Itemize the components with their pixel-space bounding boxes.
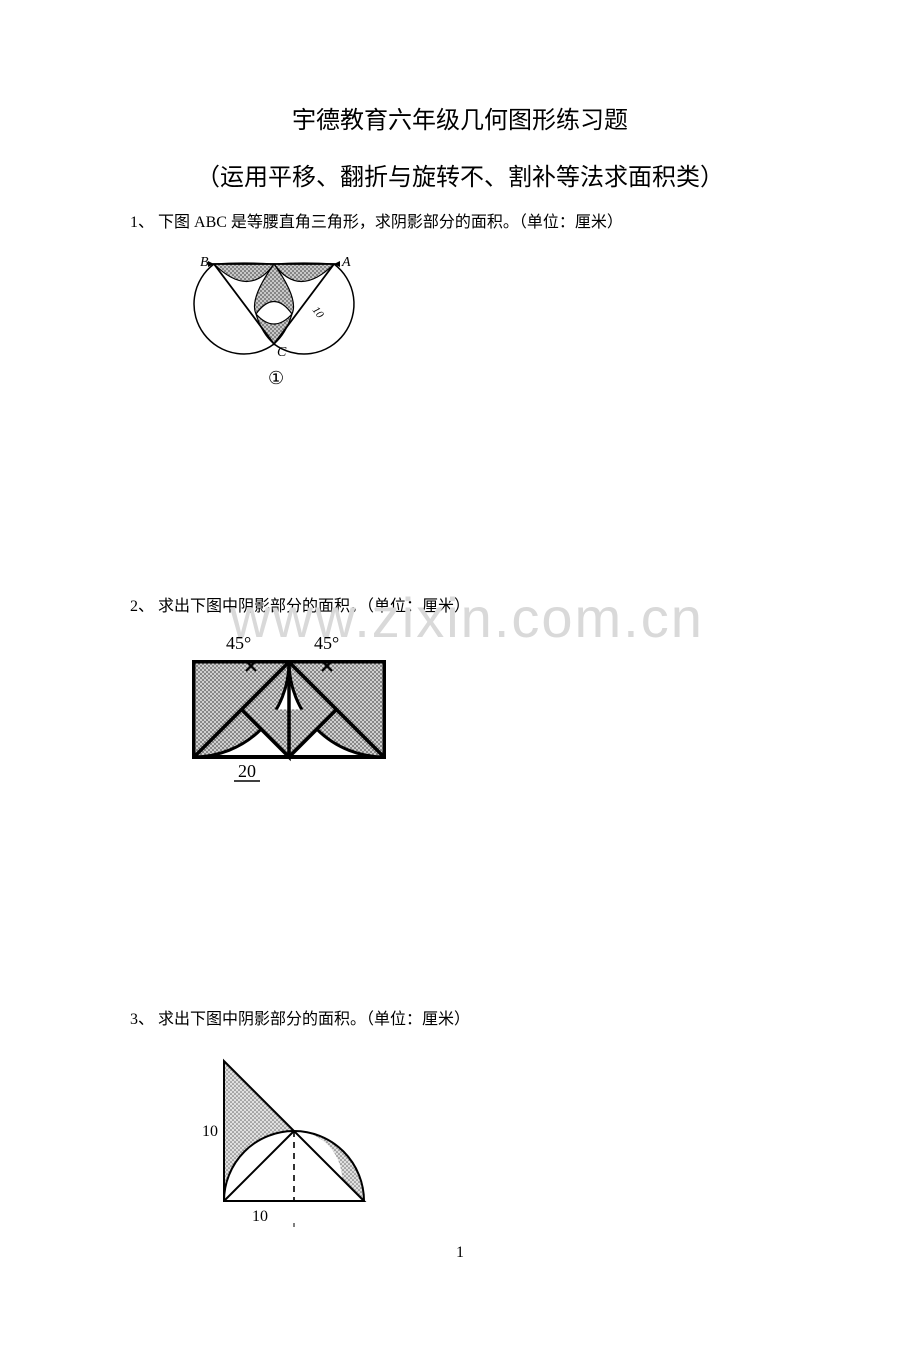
problem-2-num: 2、: [130, 598, 154, 615]
fig2-angle-right: 45°: [314, 633, 339, 653]
fig1-label-B: B: [200, 255, 209, 270]
figure-2: 45° 45° 20: [174, 627, 790, 807]
problem-3-num: 3、: [130, 1011, 154, 1028]
fig2-angle-left: 45°: [226, 633, 251, 653]
page-number: 1: [0, 1244, 920, 1262]
problem-1-text: 1、 下图 ABC 是等腰直角三角形，求阴影部分的面积。（单位：厘米）: [130, 210, 790, 236]
problem-1-num: 1、: [130, 214, 154, 231]
problem-3-body: 求出下图中阴影部分的面积。（单位：厘米）: [158, 1011, 470, 1028]
problem-1-body: 下图 ABC 是等腰直角三角形，求阴影部分的面积。（单位：厘米）: [158, 214, 623, 231]
problem-1: 1、 下图 ABC 是等腰直角三角形，求阴影部分的面积。（单位：厘米）: [130, 210, 790, 394]
problem-2-text: 2、 求出下图中阴影部分的面积。（单位：厘米）: [130, 594, 790, 620]
fig1-side-label: 10: [310, 304, 327, 320]
problem-2: 2、 求出下图中阴影部分的面积。（单位：厘米）: [130, 594, 790, 808]
fig2-base-label: 20: [238, 761, 256, 781]
problem-2-body: 求出下图中阴影部分的面积。（单位：厘米）: [158, 598, 470, 615]
problem-3-text: 3、 求出下图中阴影部分的面积。（单位：厘米）: [130, 1007, 790, 1033]
fig1-circled: ①: [268, 368, 284, 388]
title-sub: （运用平移、翻折与旋转不、割补等法求面积类）: [130, 157, 790, 192]
fig3-label-h: 10: [252, 1208, 268, 1225]
figure-3: 10 10: [174, 1041, 790, 1241]
fig1-label-A: A: [341, 255, 351, 270]
figure-1: 10 B A C ①: [174, 244, 790, 394]
title-main: 宇德教育六年级几何图形练习题: [130, 100, 790, 135]
problem-3: 3、 求出下图中阴影部分的面积。（单位：厘米）: [130, 1007, 790, 1241]
fig1-label-C: C: [277, 345, 287, 360]
fig3-label-v: 10: [202, 1123, 218, 1140]
